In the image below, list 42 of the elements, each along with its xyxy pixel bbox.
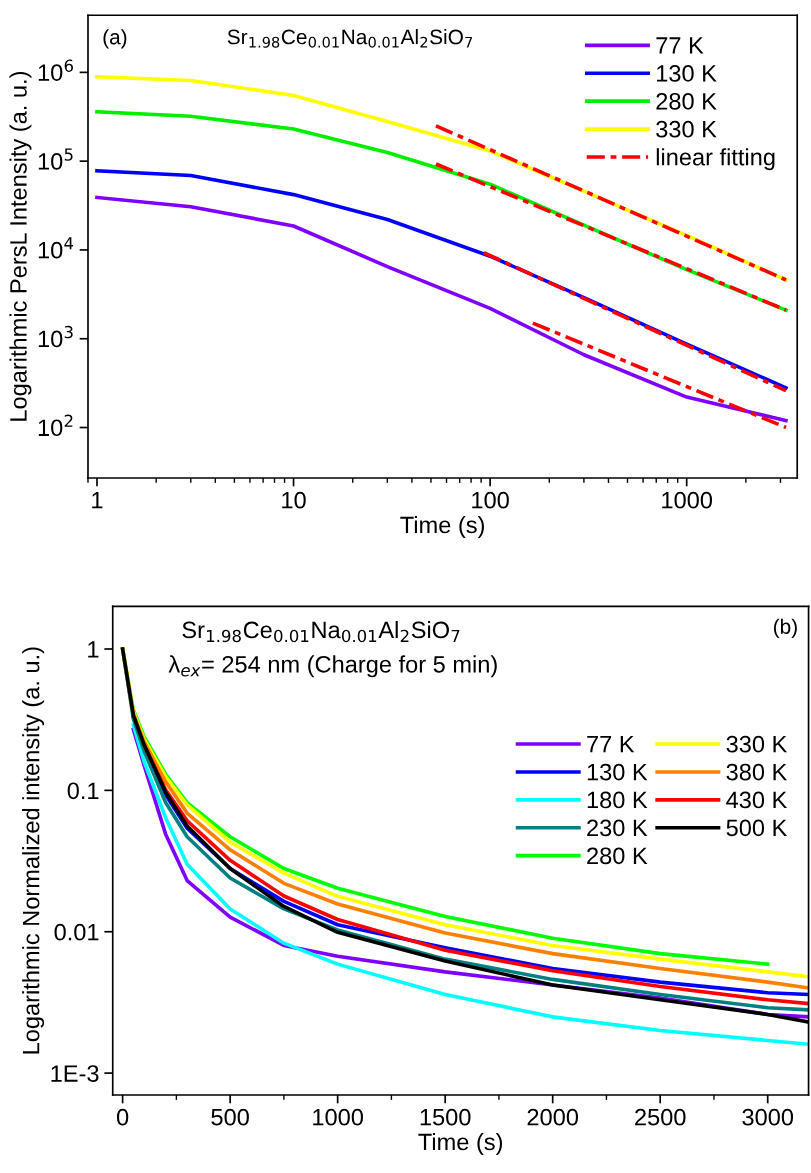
x-tick-label: 1000 (662, 491, 713, 509)
x-tick-label: 2000 (527, 1108, 579, 1126)
legend-label: 330 K (656, 120, 717, 138)
y-tick-label: 0.1 (67, 782, 99, 800)
legend-label: 430 K (726, 791, 788, 809)
legend-label: 380 K (726, 763, 788, 781)
legend-label: 77 K (656, 37, 704, 54)
annotation: (a) (103, 29, 127, 49)
x-axis-title: Time (s) (400, 515, 484, 538)
x-tick-label: 0 (116, 1108, 129, 1126)
legend-label: linear fitting (656, 148, 775, 171)
x-tick-label: 500 (211, 1108, 249, 1126)
y-tick-label: 10$^{2}$ (38, 414, 73, 437)
legend-label: 330 K (726, 735, 788, 753)
y-tick-label: 1 (88, 641, 99, 658)
legend-label: 130 K (657, 65, 717, 82)
legend-label: 280 K (656, 92, 717, 110)
x-axis-title: Time (s) (418, 1132, 503, 1155)
y-tick-label: 10$^{3}$ (38, 325, 73, 348)
legend-label: 130 K (587, 763, 648, 781)
x-tick-label: 1500 (420, 1108, 471, 1126)
text: Sr$_{1.98}$Ce$_{0.01}$Na$_{0.01}$Al$_{2}$SiO$_{7}$ (182, 620, 460, 643)
y-tick-label: 10$^{5}$ (38, 148, 73, 170)
y-tick-label: 10$^{4}$ (38, 237, 74, 259)
legend-label: 180 K (587, 791, 648, 809)
legend-label: 77 K (587, 736, 635, 753)
legend-label: 230 K (587, 819, 648, 837)
text: Sr$_{1.98}$Ce$_{0.01}$Na$_{0.01}$Al$_{2}$SiO$_{7}$ (227, 29, 473, 48)
legend-label: 280 K (587, 847, 648, 865)
y-tick-label: 10$^{6}$ (38, 59, 73, 81)
x-tick-label: 1000 (313, 1108, 363, 1126)
y-tick-label: 0.01 (54, 923, 99, 941)
y-axis-title: Logarithmic Normalized intensity (a. u.) (22, 647, 45, 1054)
x-tick-label: 100 (472, 491, 509, 509)
legend-label: 500 K (726, 819, 788, 837)
annotation: (b) (773, 618, 797, 639)
x-tick-label: 2500 (635, 1108, 686, 1126)
x-tick-label: 3000 (742, 1108, 794, 1126)
y-axis-title: Logarithmic PersL Intensity (a. u.) (9, 72, 32, 421)
annotation: λ$_{ex}$= 254 nm (Charge for 5 min) (168, 655, 497, 678)
y-tick-label: 1E-3 (51, 1065, 99, 1082)
x-tick-label: 10 (282, 491, 306, 509)
